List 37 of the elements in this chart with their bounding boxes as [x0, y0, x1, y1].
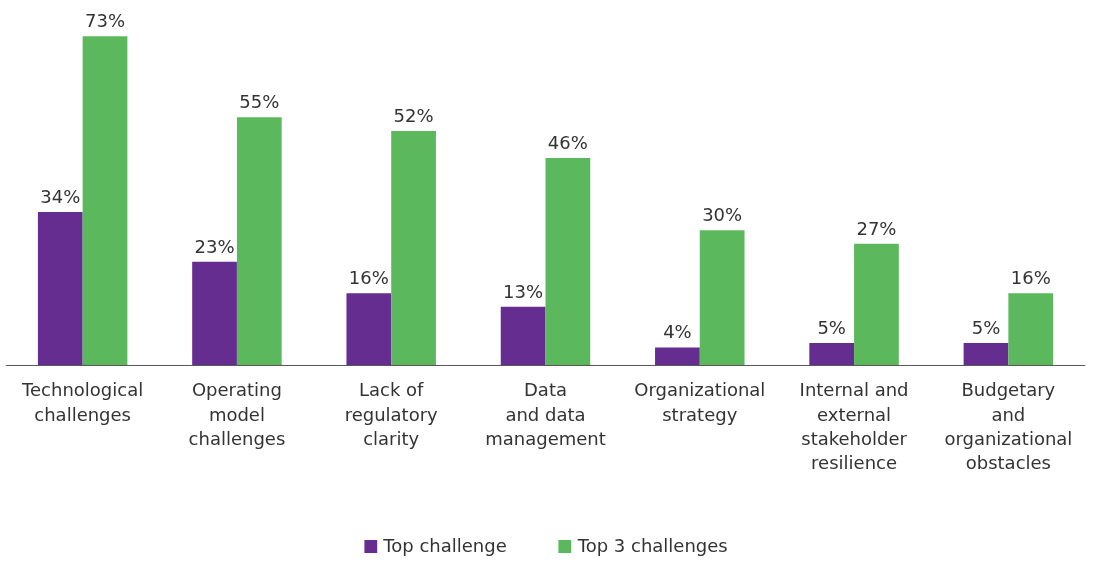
data-label: 16%	[348, 267, 389, 289]
data-label: 55%	[239, 91, 280, 113]
x-tick-label: Data and data management	[485, 379, 606, 449]
data-label: 52%	[393, 104, 434, 126]
bar	[500, 306, 546, 366]
data-label: 34%	[40, 186, 81, 208]
x-tick-label: Lack of regulatory clarity	[344, 379, 439, 449]
data-label: 30%	[702, 204, 743, 226]
data-label: 13%	[503, 280, 544, 302]
data-label: 4%	[663, 321, 692, 343]
bar	[963, 342, 1009, 366]
bar	[37, 212, 83, 366]
legend-label: Top 3 challenges	[577, 535, 728, 556]
data-label: 16%	[1010, 267, 1051, 289]
bar	[236, 117, 282, 366]
data-label: 27%	[856, 217, 897, 239]
bar	[809, 342, 855, 366]
legend-label: Top challenge	[383, 535, 507, 556]
x-tick-label: Technological challenges	[21, 379, 144, 425]
data-label: 5%	[971, 316, 1001, 338]
x-tick-label: Organizational strategy	[634, 379, 766, 425]
data-label: 23%	[194, 235, 235, 257]
bar	[391, 130, 436, 366]
data-label: 5%	[817, 316, 846, 338]
bar	[346, 293, 392, 366]
bar	[82, 36, 128, 366]
bar	[545, 157, 591, 366]
x-tick-label: Internal and external stakeholder resilience	[799, 379, 909, 473]
bar	[655, 347, 700, 366]
bar	[192, 261, 237, 366]
bar	[1008, 293, 1054, 366]
x-tick-label: Operating model challenges	[188, 379, 286, 449]
data-label: 46%	[547, 131, 588, 153]
x-tick-label: Budgetary and organizational obstacles	[944, 379, 1073, 473]
data-label: 73%	[85, 10, 126, 32]
bar	[854, 243, 899, 366]
bar	[699, 230, 745, 366]
